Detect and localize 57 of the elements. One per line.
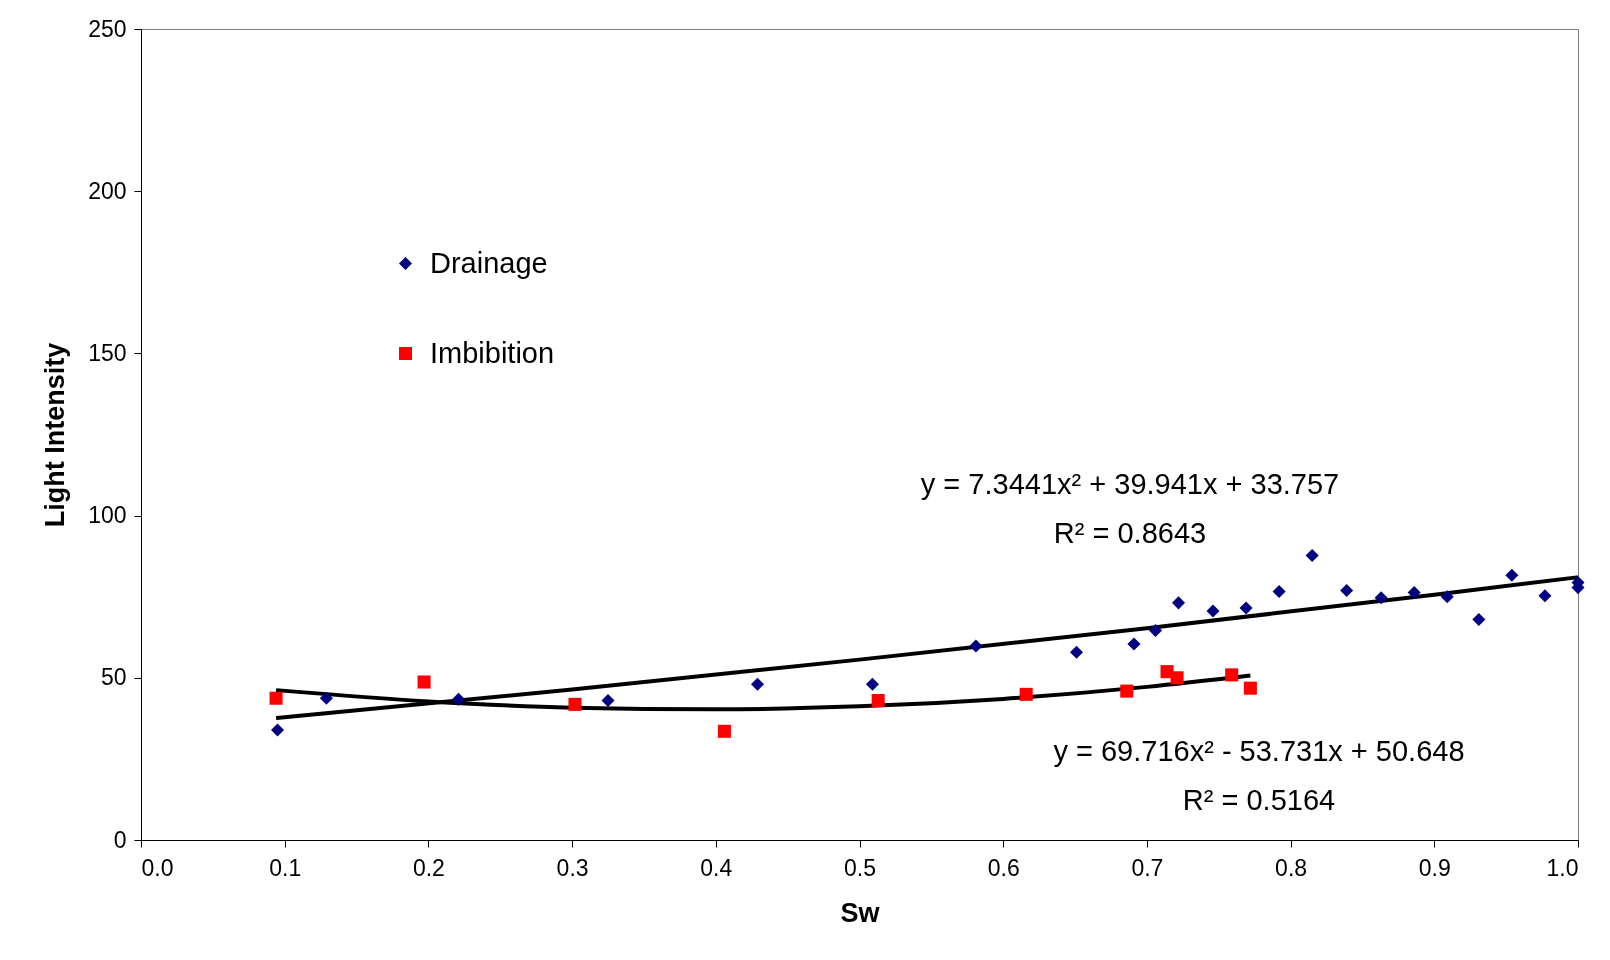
point xyxy=(1340,584,1354,598)
point xyxy=(1069,645,1084,659)
x-tick-label: 0.7 xyxy=(1131,854,1164,881)
x-tick-label: 0.5 xyxy=(844,854,876,881)
x-axis-title: Sw xyxy=(840,897,881,928)
point xyxy=(319,691,333,705)
point xyxy=(1225,668,1239,682)
point xyxy=(1440,590,1454,604)
legend-label: Imbibition xyxy=(430,336,555,369)
point xyxy=(1127,637,1141,651)
point xyxy=(1172,596,1186,610)
point xyxy=(1272,584,1286,599)
point xyxy=(1206,604,1220,618)
y-tick-label: 50 xyxy=(100,664,127,691)
x-tick-label: 0.0 xyxy=(141,854,174,881)
point xyxy=(1149,623,1163,637)
point xyxy=(1243,681,1257,695)
annotation: R² = 0.5164 xyxy=(1182,784,1336,816)
point xyxy=(1305,548,1319,563)
annotation: y = 69.716x² - 53.731x + 50.648 xyxy=(1053,735,1465,767)
x-tick-label: 0.2 xyxy=(412,854,445,881)
x-tick-label: 0.6 xyxy=(987,854,1020,881)
point xyxy=(601,693,615,708)
y-tick-label: 200 xyxy=(88,177,127,204)
x-tick-label: 0.3 xyxy=(556,854,589,881)
y-tick-label: 150 xyxy=(88,339,127,366)
y-tick-label: 100 xyxy=(88,502,127,529)
point xyxy=(271,723,285,737)
y-tick-label: 250 xyxy=(88,15,127,42)
point xyxy=(1538,589,1552,603)
x-tick-label: 1.0 xyxy=(1546,854,1579,881)
point xyxy=(871,693,885,708)
x-tick-label: 0.4 xyxy=(700,854,733,881)
point xyxy=(1239,601,1253,615)
point xyxy=(865,677,879,691)
point xyxy=(1472,612,1486,626)
x-tick-label: 0.9 xyxy=(1418,854,1451,881)
annotation: R² = 0.8643 xyxy=(1053,517,1207,549)
point xyxy=(417,675,431,689)
point xyxy=(1170,671,1184,685)
point xyxy=(269,691,283,705)
point xyxy=(452,692,466,706)
point xyxy=(717,724,731,738)
point xyxy=(750,677,764,691)
point xyxy=(1407,585,1421,599)
point xyxy=(969,639,983,653)
x-tick-label: 0.8 xyxy=(1275,854,1308,881)
point xyxy=(1374,591,1388,605)
annotation: y = 7.3441x² + 39.941x + 33.757 xyxy=(920,468,1340,500)
point xyxy=(568,697,582,711)
legend-label: Drainage xyxy=(430,246,548,279)
point xyxy=(1505,568,1519,582)
x-tick-label: 0.1 xyxy=(269,854,302,881)
y-axis-title: Light Intensity xyxy=(40,342,71,528)
point xyxy=(1019,687,1033,701)
y-tick-label: 0 xyxy=(113,826,127,853)
point xyxy=(1120,684,1134,698)
